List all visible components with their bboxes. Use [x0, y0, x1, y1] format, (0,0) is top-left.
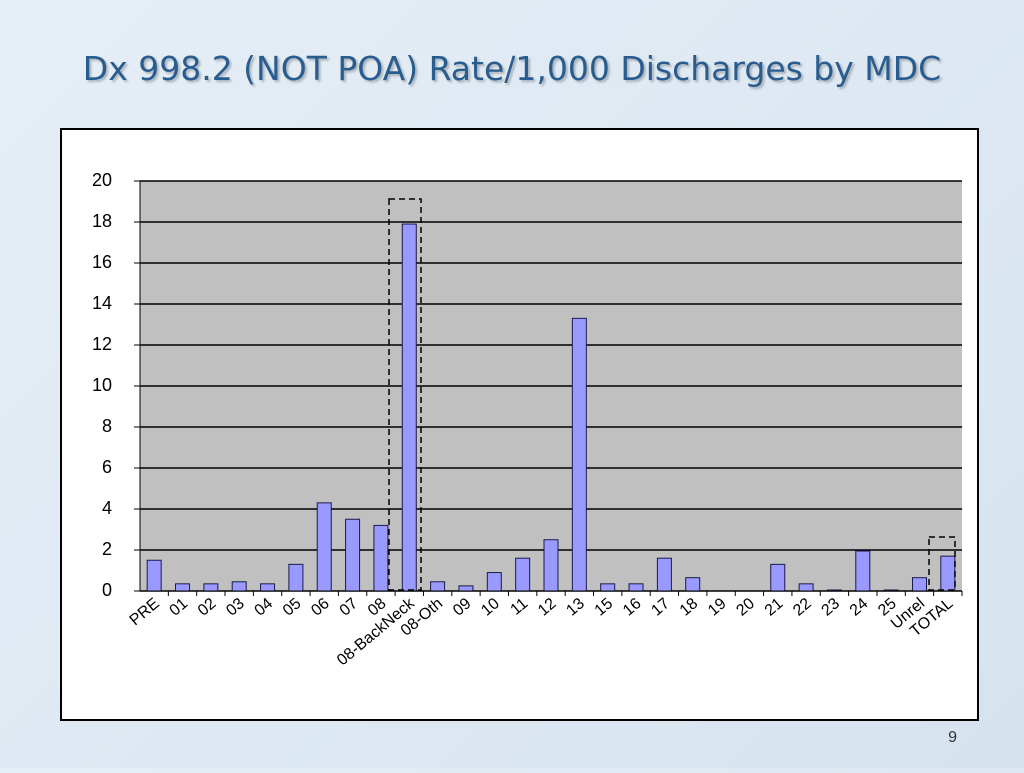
bar: [911, 577, 927, 592]
y-tick-label: 4: [102, 498, 112, 518]
slide-title: Dx 998.2 (NOT POA) Rate/1,000 Discharges…: [83, 49, 941, 88]
bar: [685, 577, 701, 592]
y-tick-label: 16: [92, 252, 112, 272]
bar: [855, 550, 871, 592]
bar: [430, 581, 446, 592]
y-tick-label: 8: [102, 416, 112, 436]
y-tick-label: 14: [92, 293, 112, 313]
bar: [770, 563, 786, 592]
y-tick-label: 10: [92, 375, 112, 395]
bar: [401, 223, 417, 592]
bar: [316, 502, 332, 592]
bar: [146, 559, 162, 592]
bar: [798, 583, 814, 592]
y-tick-label: 20: [92, 170, 112, 190]
y-tick-label: 2: [102, 539, 112, 559]
bar: [373, 524, 389, 592]
y-tick-label: 0: [102, 580, 112, 600]
highlight-box: [388, 198, 422, 591]
y-tick-label: 12: [92, 334, 112, 354]
bar: [345, 518, 361, 592]
bar: [486, 572, 502, 592]
y-tick-label: 18: [92, 211, 112, 231]
bar: [515, 557, 531, 592]
bar: [571, 317, 587, 592]
page-number: 9: [948, 729, 957, 746]
bar: [260, 583, 276, 592]
bar: [940, 555, 956, 592]
bar: [656, 557, 672, 592]
bar: [543, 539, 559, 592]
bar: [628, 583, 644, 592]
bar: [203, 583, 219, 592]
bar: [288, 563, 304, 592]
bar: [175, 583, 191, 592]
bar: [600, 583, 616, 592]
grid: [134, 180, 963, 596]
bar: [458, 585, 474, 592]
bar: [231, 581, 247, 592]
bars: [146, 223, 956, 592]
y-tick-label: 6: [102, 457, 112, 477]
highlight-box: [928, 536, 956, 591]
